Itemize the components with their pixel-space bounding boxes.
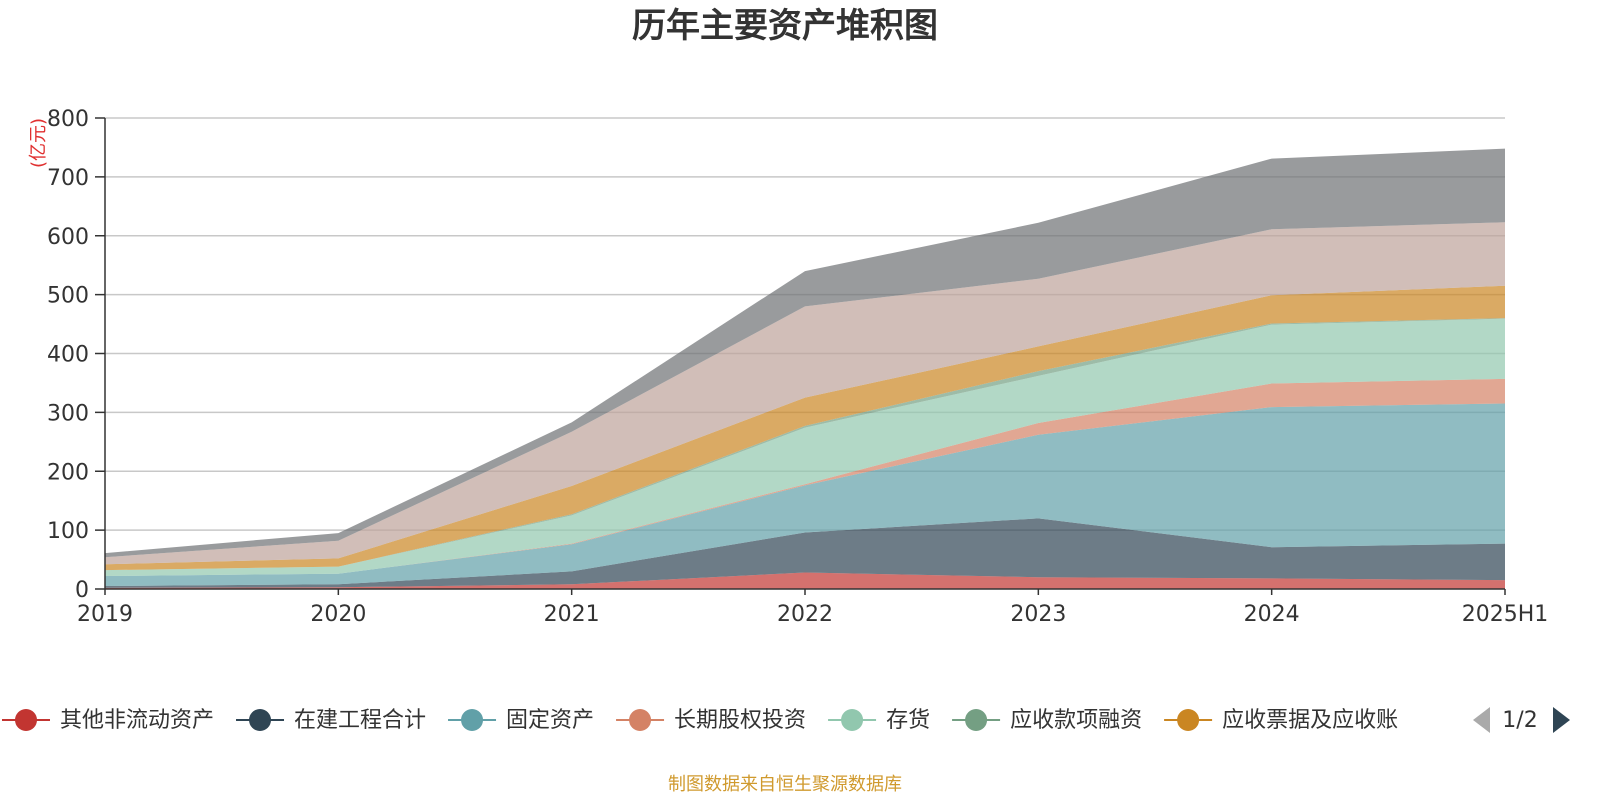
y-tick-label: 500	[47, 284, 89, 309]
y-tick-label: 700	[47, 166, 89, 191]
legend-item[interactable]: 在建工程合计	[236, 708, 426, 733]
y-tick-label: 200	[47, 460, 89, 485]
y-tick-label: 300	[47, 401, 89, 426]
next-page-icon[interactable]	[1553, 707, 1570, 733]
legend-label: 应收票据及应收账	[1222, 708, 1398, 733]
x-tick-label: 2024	[1244, 602, 1300, 627]
legend-label: 在建工程合计	[294, 708, 426, 733]
area-series-8	[105, 148, 1505, 558]
legend-item[interactable]: 应收票据及应收账	[1164, 708, 1398, 733]
legend-page-indicator: 1/2	[1502, 708, 1537, 733]
legend-label: 长期股权投资	[674, 708, 806, 733]
area-series-3	[105, 378, 1505, 577]
axes: 0 100 200 300 400 500 600 700 800 2019 2020 2021 202…	[47, 107, 1548, 627]
x-tick-label: 2022	[777, 602, 833, 627]
legend-marker-icon	[15, 709, 37, 731]
legend-marker-icon	[1177, 709, 1200, 731]
legend-item[interactable]: 其他非流动资产	[2, 708, 214, 733]
prev-page-icon[interactable]	[1473, 707, 1490, 733]
legend-marker-icon	[965, 709, 988, 731]
y-tick-label: 800	[47, 107, 89, 132]
source-note: 制图数据来自恒生聚源数据库	[668, 774, 902, 795]
y-tick-label: 100	[47, 519, 89, 544]
legend-marker-icon	[249, 709, 272, 731]
chart-title: 历年主要资产堆积图	[632, 6, 938, 46]
legend[interactable]: 其他非流动资产 在建工程合计 固定资产 长期股权投资 存货 应收款项融资 应收票据及应收账 1…	[2, 707, 1570, 733]
area-series-6	[105, 285, 1505, 571]
x-tick-label: 2023	[1010, 602, 1066, 627]
legend-label: 应收款项融资	[1010, 708, 1142, 733]
legend-item[interactable]: 应收款项融资	[952, 708, 1142, 733]
legend-item[interactable]: 固定资产	[448, 708, 594, 733]
x-tick-label: 2019	[77, 602, 133, 627]
legend-marker-icon	[461, 709, 484, 731]
legend-item[interactable]: 存货	[828, 708, 930, 733]
area-series-4	[105, 318, 1505, 577]
y-unit-label: (亿元)	[28, 118, 49, 168]
x-tick-label: 2025H1	[1462, 602, 1549, 627]
legend-label: 其他非流动资产	[60, 708, 214, 733]
legend-pager[interactable]: 1/2	[1473, 707, 1570, 733]
legend-marker-icon	[841, 709, 864, 731]
area-series	[105, 148, 1505, 589]
area-series-1	[105, 518, 1505, 588]
area-series-7	[105, 222, 1505, 565]
y-tick-label: 400	[47, 343, 89, 368]
y-tick-label: 0	[75, 578, 89, 603]
legend-label: 存货	[886, 708, 930, 733]
legend-label: 固定资产	[506, 708, 594, 733]
legend-item[interactable]: 长期股权投资	[616, 708, 806, 733]
area-series-2	[105, 403, 1505, 587]
x-tick-label: 2020	[310, 602, 366, 627]
legend-marker-icon	[629, 709, 652, 731]
y-tick-label: 600	[47, 225, 89, 250]
x-tick-label: 2021	[544, 602, 600, 627]
area-series-0	[105, 572, 1505, 589]
